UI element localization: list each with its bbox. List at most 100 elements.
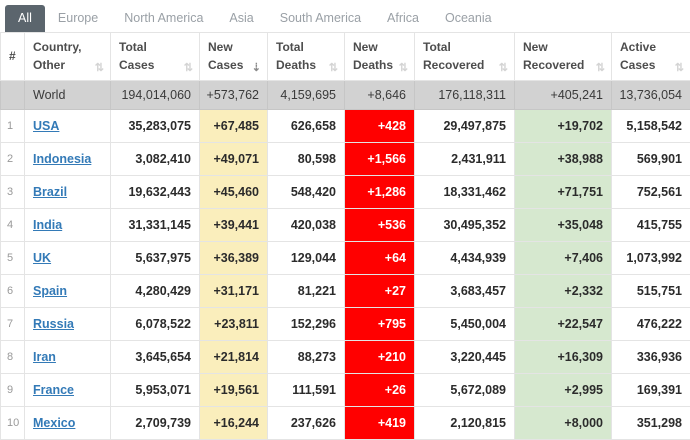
total-recovered-cell: 5,672,089 (415, 374, 515, 407)
column-header-total-deaths[interactable]: Total Deaths⇅ (268, 33, 345, 81)
tab-asia[interactable]: Asia (216, 5, 266, 32)
rank-cell: 6 (1, 275, 25, 308)
country-link[interactable]: France (33, 383, 74, 397)
total-recovered-cell: 2,431,911 (415, 143, 515, 176)
active-cases-cell: 476,222 (612, 308, 690, 341)
new-recovered-cell: +405,241 (515, 81, 612, 110)
rank-cell: 4 (1, 209, 25, 242)
total-cases-cell: 3,082,410 (111, 143, 200, 176)
column-header-rank: # (1, 33, 25, 81)
total-recovered-cell: 18,331,462 (415, 176, 515, 209)
country-link[interactable]: Spain (33, 284, 67, 298)
total-deaths-cell: 111,591 (268, 374, 345, 407)
new-cases-cell: +23,811 (200, 308, 268, 341)
country-cell: Brazil (25, 176, 111, 209)
new-recovered-cell: +2,332 (515, 275, 612, 308)
active-cases-cell: 13,736,054 (612, 81, 690, 110)
total-recovered-cell: 176,118,311 (415, 81, 515, 110)
rank-cell: 7 (1, 308, 25, 341)
country-link[interactable]: Mexico (33, 416, 75, 430)
country-link[interactable]: Iran (33, 350, 56, 364)
rank-cell: 9 (1, 374, 25, 407)
new-recovered-cell: +22,547 (515, 308, 612, 341)
continent-tabbar: All Europe North America Asia South Amer… (0, 0, 690, 32)
country-cell: France (25, 374, 111, 407)
total-cases-cell: 5,953,071 (111, 374, 200, 407)
new-deaths-cell: +27 (345, 275, 415, 308)
sort-icon: ⇅ (499, 62, 508, 74)
total-cases-cell: 4,280,429 (111, 275, 200, 308)
country-cell: India (25, 209, 111, 242)
column-header-total-recovered[interactable]: Total Recovered⇅ (415, 33, 515, 81)
column-header-total-cases[interactable]: Total Cases⇅ (111, 33, 200, 81)
tab-africa[interactable]: Africa (374, 5, 432, 32)
rank-cell: 8 (1, 341, 25, 374)
new-cases-cell: +39,441 (200, 209, 268, 242)
total-cases-cell: 35,283,075 (111, 110, 200, 143)
column-label: Total Cases (119, 39, 177, 74)
new-recovered-cell: +8,000 (515, 407, 612, 440)
country-link[interactable]: UK (33, 251, 51, 265)
total-deaths-cell: 420,038 (268, 209, 345, 242)
total-cases-cell: 2,709,739 (111, 407, 200, 440)
country-link[interactable]: Indonesia (33, 152, 91, 166)
column-label: New Cases (208, 39, 245, 74)
active-cases-cell: 569,901 (612, 143, 690, 176)
column-header-active-cases[interactable]: Active Cases⇅ (612, 33, 690, 81)
new-cases-cell: +573,762 (200, 81, 268, 110)
country-cell: Spain (25, 275, 111, 308)
total-recovered-cell: 30,495,352 (415, 209, 515, 242)
new-deaths-cell: +1,566 (345, 143, 415, 176)
active-cases-cell: 1,073,992 (612, 242, 690, 275)
new-deaths-cell: +428 (345, 110, 415, 143)
total-deaths-cell: 548,420 (268, 176, 345, 209)
column-label: New Deaths (353, 39, 392, 74)
new-cases-cell: +36,389 (200, 242, 268, 275)
country-link[interactable]: India (33, 218, 62, 232)
new-deaths-cell: +795 (345, 308, 415, 341)
country-link[interactable]: USA (33, 119, 59, 133)
column-header-new-deaths[interactable]: New Deaths ⇅ (345, 33, 415, 81)
tab-europe[interactable]: Europe (45, 5, 111, 32)
total-recovered-cell: 29,497,875 (415, 110, 515, 143)
column-label: Country, Other (33, 39, 88, 74)
total-deaths-cell: 81,221 (268, 275, 345, 308)
new-cases-cell: +67,485 (200, 110, 268, 143)
rank-cell (1, 81, 25, 110)
new-deaths-cell: +26 (345, 374, 415, 407)
tab-south-america[interactable]: South America (267, 5, 374, 32)
new-recovered-cell: +38,988 (515, 143, 612, 176)
tab-oceania[interactable]: Oceania (432, 5, 505, 32)
tab-north-america[interactable]: North America (111, 5, 216, 32)
sort-icon: ⇅ (399, 62, 408, 74)
country-cell: UK (25, 242, 111, 275)
total-cases-cell: 6,078,522 (111, 308, 200, 341)
new-recovered-cell: +16,309 (515, 341, 612, 374)
total-recovered-cell: 5,450,004 (415, 308, 515, 341)
sort-icon: ⇅ (596, 62, 605, 74)
new-recovered-cell: +19,702 (515, 110, 612, 143)
total-deaths-cell: 152,296 (268, 308, 345, 341)
world-label: World (25, 81, 111, 110)
covid-stats-table: # Country, Other⇅ Total Cases⇅ New Cases… (0, 32, 690, 440)
sort-icon: ⇅ (675, 62, 684, 74)
column-header-new-recovered[interactable]: New Recovered⇅ (515, 33, 612, 81)
country-link[interactable]: Russia (33, 317, 74, 331)
total-recovered-cell: 3,220,445 (415, 341, 515, 374)
sort-icon: ⇅ (329, 62, 338, 74)
tab-all[interactable]: All (5, 5, 45, 32)
new-cases-cell: +45,460 (200, 176, 268, 209)
country-cell: USA (25, 110, 111, 143)
column-header-new-cases[interactable]: New Cases⇣ (200, 33, 268, 81)
active-cases-cell: 351,298 (612, 407, 690, 440)
country-link[interactable]: Brazil (33, 185, 67, 199)
active-cases-cell: 169,391 (612, 374, 690, 407)
active-cases-cell: 336,936 (612, 341, 690, 374)
sort-icon: ⇅ (95, 62, 104, 74)
column-header-country[interactable]: Country, Other ⇅ (25, 33, 111, 81)
new-recovered-cell: +7,406 (515, 242, 612, 275)
